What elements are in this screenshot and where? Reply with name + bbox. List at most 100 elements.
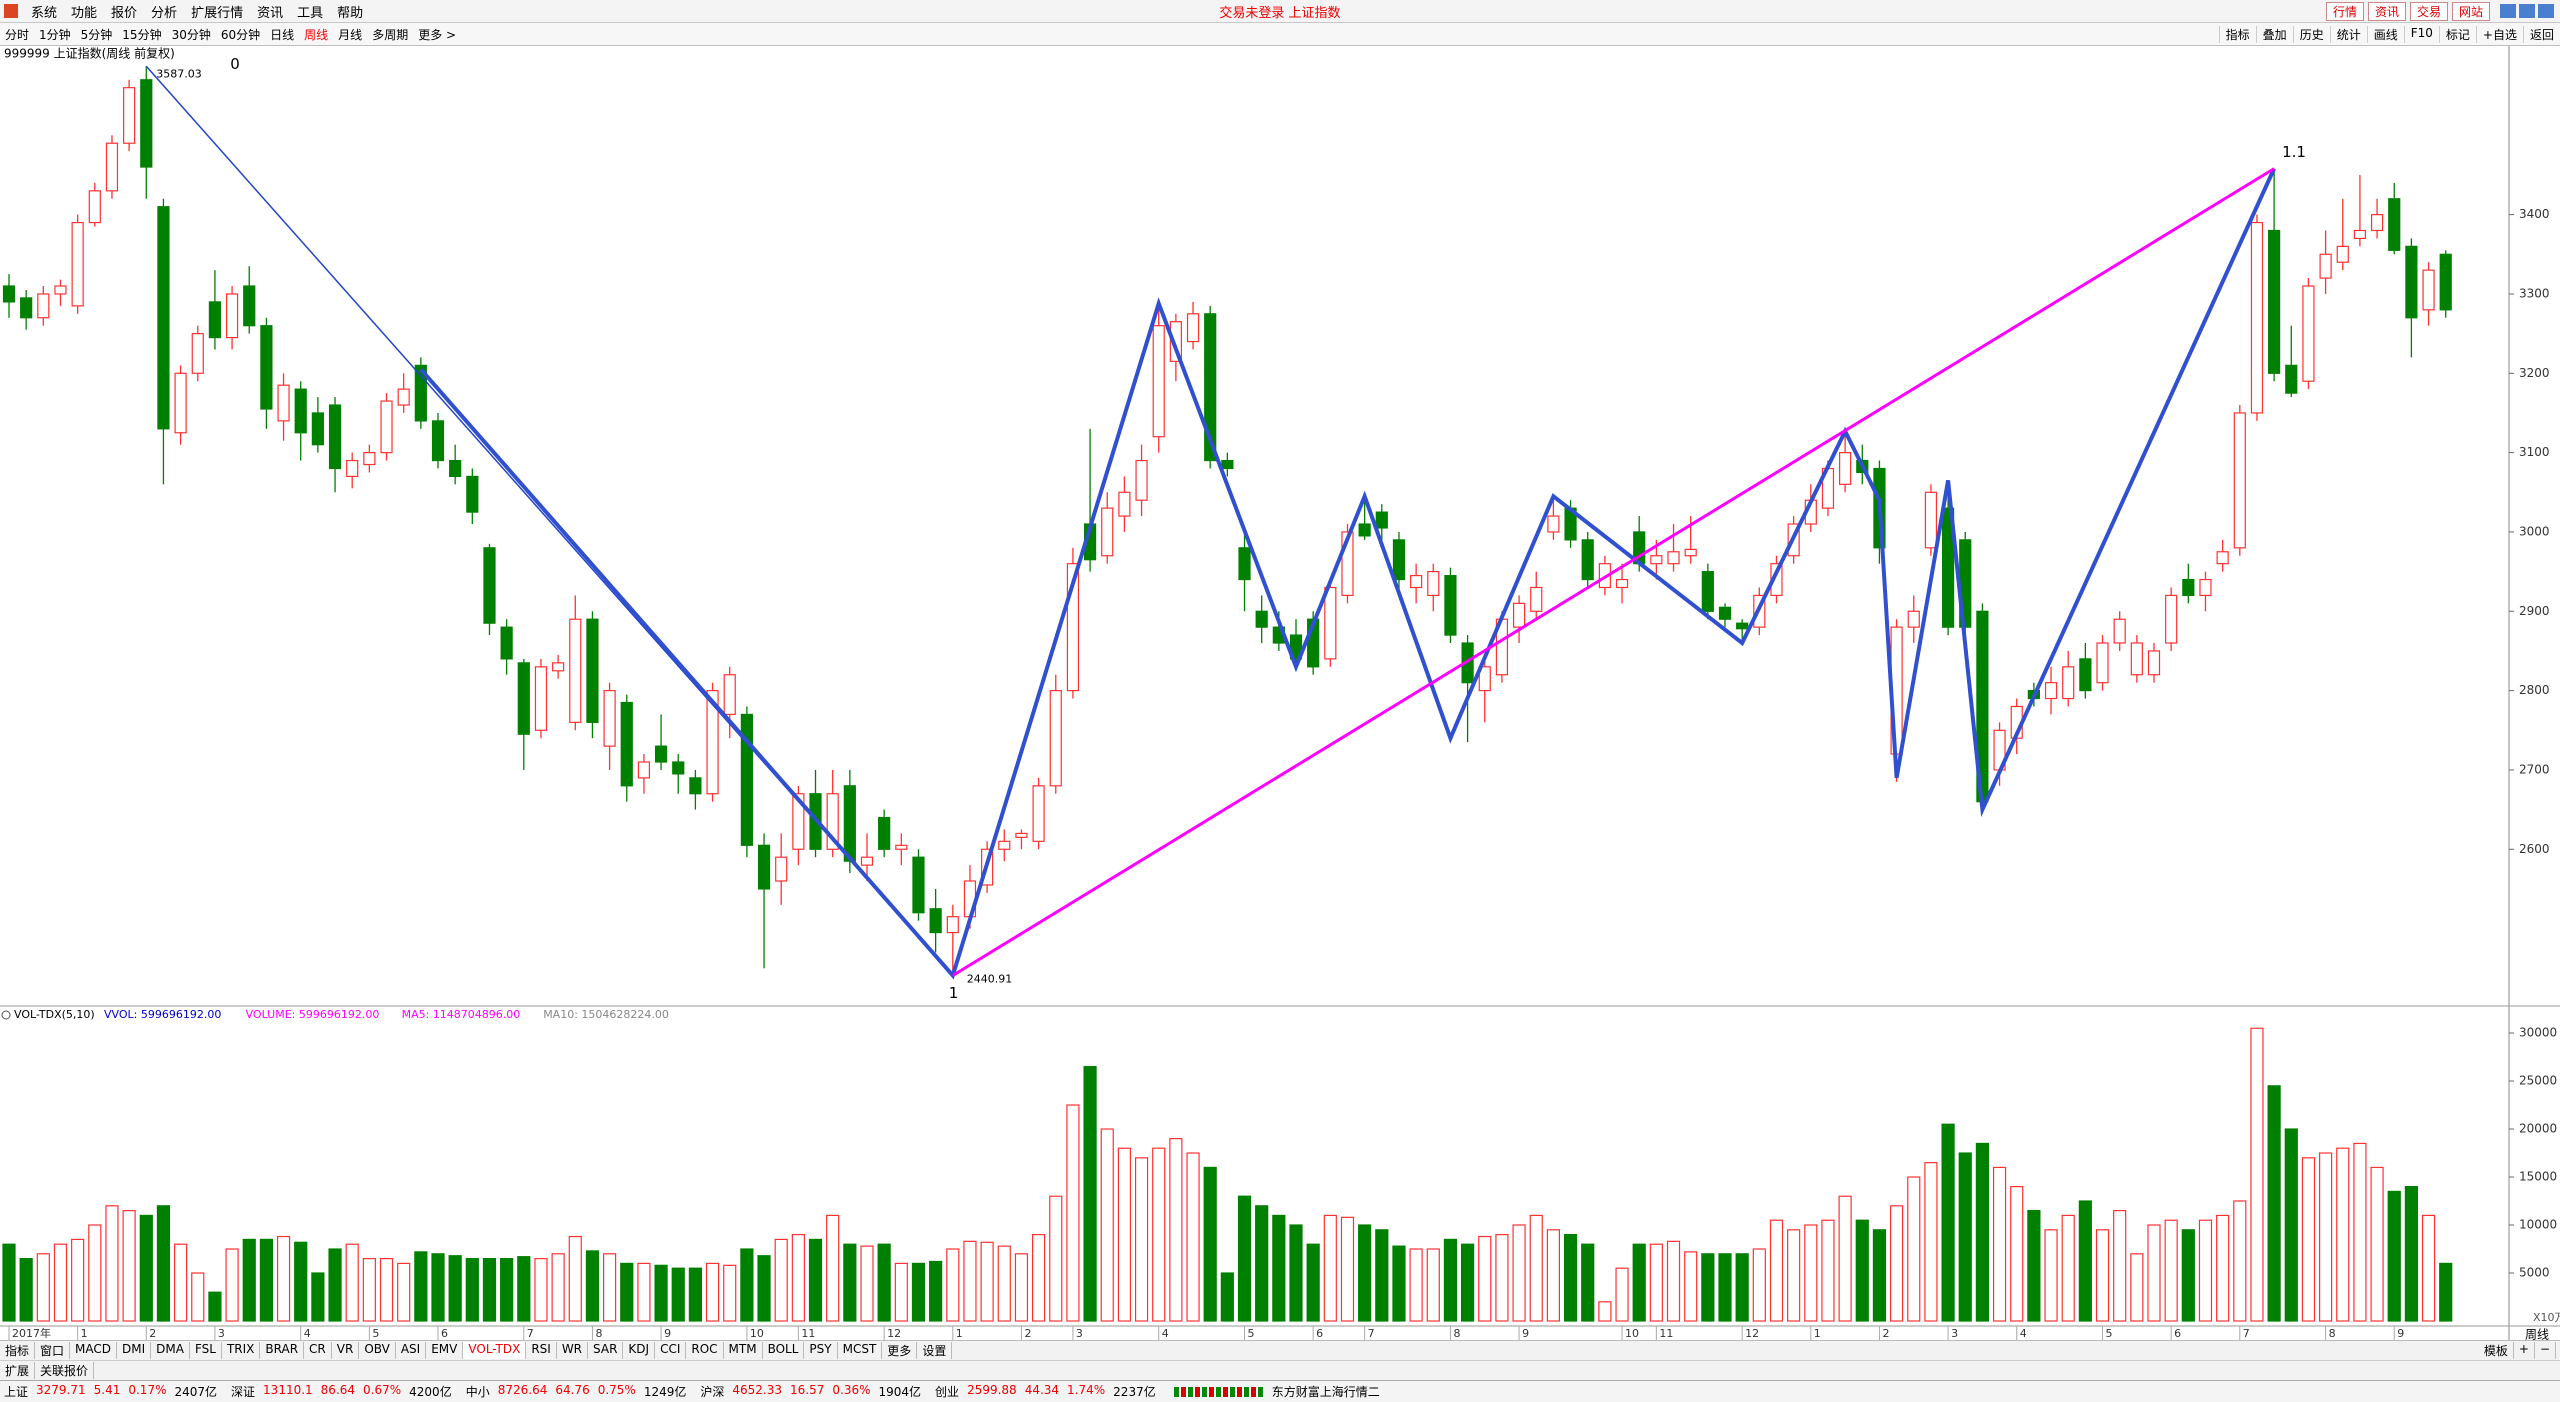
period-button[interactable]: 多周期: [372, 27, 409, 42]
candle-body: [277, 384, 290, 422]
menu-item[interactable]: 工具: [297, 5, 324, 21]
indicator-tab[interactable]: VR: [332, 1342, 360, 1359]
period-button[interactable]: 30分钟: [171, 27, 211, 42]
x-tick-label: 2: [1882, 1327, 1889, 1340]
period-button[interactable]: 60分钟: [220, 27, 261, 42]
candle-body: [912, 856, 925, 914]
indicator-tab[interactable]: OBV: [359, 1342, 396, 1359]
indicator-tab[interactable]: CCI: [655, 1342, 687, 1359]
volume-bar: [2164, 1219, 2178, 1322]
indicator-right-button[interactable]: −: [2535, 1342, 2556, 1359]
volume-bar: [191, 1272, 205, 1322]
maximize[interactable]: [2519, 4, 2535, 18]
volume-bar: [740, 1248, 754, 1322]
sub-tab[interactable]: 扩展: [0, 1362, 36, 1379]
tool-button[interactable]: 指标: [2218, 25, 2256, 43]
quote-change: 86.64: [320, 1383, 356, 1397]
y-tick-label: 2900: [2519, 604, 2550, 618]
top-button[interactable]: 行情: [2325, 1, 2364, 21]
indicator-tab[interactable]: SAR: [588, 1342, 624, 1359]
indicator-tab[interactable]: MCST: [838, 1342, 883, 1359]
candle-body: [1392, 539, 1406, 581]
indicator-tab[interactable]: MTM: [724, 1342, 763, 1359]
volume-bar: [1134, 1157, 1149, 1322]
tool-button[interactable]: 标记: [2438, 25, 2476, 43]
tool-button[interactable]: 统计: [2329, 25, 2367, 43]
indicator-tab[interactable]: CR: [304, 1342, 332, 1359]
tool-button[interactable]: 画线: [2366, 25, 2404, 43]
indicator-tab[interactable]: EMV: [426, 1342, 464, 1359]
candle-body: [414, 364, 427, 422]
volume-bar: [1529, 1214, 1543, 1322]
volume-bar: [1821, 1219, 1835, 1322]
period-button[interactable]: 5分钟: [80, 27, 113, 42]
period-button[interactable]: 1分钟: [39, 27, 71, 42]
menu-item[interactable]: 功能: [71, 5, 98, 21]
indicator-right-button[interactable]: 模板: [2479, 1342, 2514, 1359]
indicator-tab[interactable]: RSI: [526, 1342, 557, 1359]
volume-bar: [517, 1256, 531, 1322]
menu-item[interactable]: 扩展行情: [191, 5, 244, 21]
indicator-tab[interactable]: KDJ: [623, 1342, 656, 1359]
volume-bar: [2147, 1224, 2161, 1322]
top-button[interactable]: 资讯: [2367, 1, 2406, 21]
volume-bar: [585, 1250, 600, 1322]
quote: 创业 2599.88 44.34 1.74% 2237亿: [935, 1383, 1156, 1400]
period-button[interactable]: 分时: [5, 27, 30, 42]
indicator-tab[interactable]: MACD: [70, 1342, 118, 1359]
quote-price: 8726.64: [497, 1383, 548, 1397]
sub-tab[interactable]: 关联报价: [35, 1362, 95, 1379]
indicator-tab[interactable]: DMA: [151, 1342, 190, 1359]
quote-amount: 4200亿: [409, 1385, 452, 1399]
candle-body: [1547, 515, 1560, 533]
indicator-tab[interactable]: ASI: [396, 1342, 427, 1359]
volume-bar: [156, 1205, 171, 1322]
tool-button[interactable]: 返回: [2522, 25, 2560, 43]
volume-bar: [36, 1253, 50, 1322]
volume-bar: [2267, 1085, 2281, 1322]
quote: 中小 8726.64 64.76 0.75% 1249亿: [466, 1383, 687, 1400]
indicator-right-button[interactable]: +: [2514, 1342, 2535, 1359]
top-button[interactable]: 交易: [2409, 1, 2448, 21]
candle-body: [1444, 574, 1457, 636]
indicator-tab[interactable]: BOLL: [763, 1342, 805, 1359]
quote-pct: 0.17%: [128, 1383, 167, 1397]
indicator-tab[interactable]: 窗口: [35, 1342, 71, 1359]
period-button[interactable]: 日线: [270, 27, 295, 42]
candle-body: [2044, 682, 2058, 700]
period-button[interactable]: 15分钟: [122, 27, 162, 42]
indicator-tab[interactable]: FSL: [190, 1342, 222, 1359]
indicator-tab[interactable]: BRAR: [260, 1342, 305, 1359]
indicator-tab[interactable]: 设置: [917, 1342, 953, 1359]
top-button[interactable]: 网站: [2451, 1, 2490, 21]
close[interactable]: [2538, 4, 2554, 18]
indicator-tab[interactable]: DMI: [117, 1342, 152, 1359]
x-tick-label: 7: [1368, 1327, 1375, 1340]
indicator-tab[interactable]: ROC: [686, 1342, 724, 1359]
menu-item[interactable]: 资讯: [257, 5, 284, 21]
tool-button[interactable]: +自选: [2475, 25, 2523, 43]
indicator-tab[interactable]: VOL-TDX: [463, 1342, 527, 1359]
indicator-tab[interactable]: TRIX: [222, 1342, 261, 1359]
menu-item[interactable]: 系统: [31, 5, 58, 21]
candle-body: [1736, 622, 1749, 630]
period-button[interactable]: 更多 >: [418, 27, 457, 42]
tool-button[interactable]: 历史: [2292, 25, 2330, 43]
menu-item[interactable]: 报价: [111, 5, 138, 21]
status-bar: 上证 3279.71 5.41 0.17% 2407亿 深证 13110.1 86.64 0.6…: [0, 1380, 2560, 1402]
indicator-tab[interactable]: PSY: [804, 1342, 838, 1359]
indicator-tab[interactable]: WR: [557, 1342, 589, 1359]
minimize[interactable]: [2500, 4, 2516, 18]
quote-pct: 1.74%: [1067, 1383, 1106, 1397]
x-tick-label: 8: [595, 1327, 602, 1340]
indicator-tab[interactable]: 指标: [0, 1342, 36, 1359]
period-button[interactable]: 周线: [304, 27, 329, 42]
menu-item[interactable]: 分析: [151, 5, 178, 21]
tool-button[interactable]: 叠加: [2255, 25, 2293, 43]
tool-button[interactable]: F10: [2403, 25, 2439, 43]
indicator-tab[interactable]: 更多: [882, 1342, 918, 1359]
candle-body: [534, 666, 548, 731]
menu-item[interactable]: 帮助: [337, 5, 364, 21]
period-button[interactable]: 月线: [338, 27, 363, 42]
candle-body: [2405, 245, 2418, 319]
